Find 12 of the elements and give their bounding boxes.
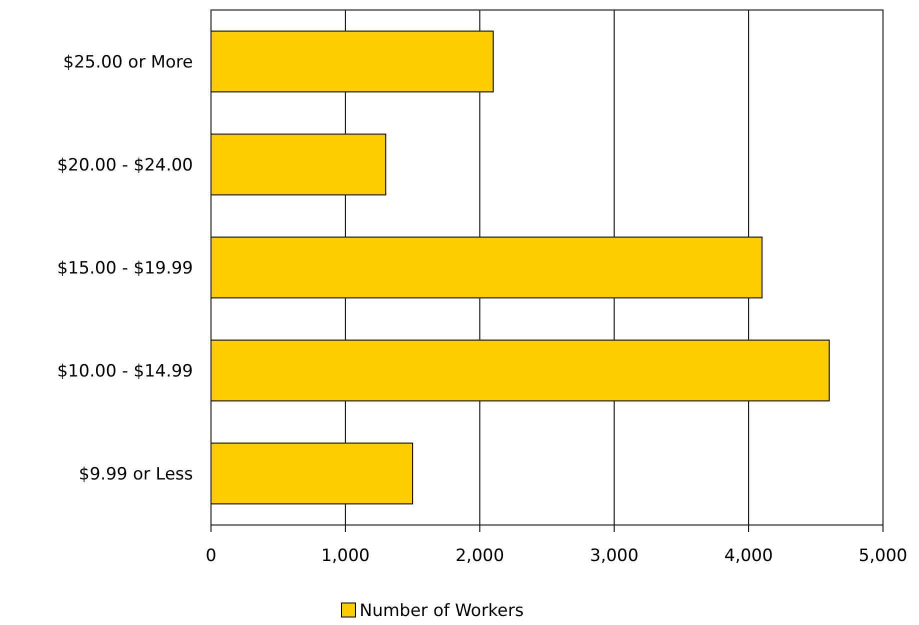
legend-label: Number of Workers <box>360 600 524 621</box>
y-tick-label: $15.00 - $19.99 <box>57 258 193 278</box>
x-tick-label: 4,000 <box>724 546 773 566</box>
y-tick-label: $9.99 or Less <box>78 464 194 484</box>
x-tick-label: 0 <box>206 546 216 566</box>
x-tick-label: 1,000 <box>321 546 370 566</box>
y-tick-label: $20.00 - $24.00 <box>57 155 193 176</box>
x-tick-label: 5,000 <box>858 546 908 566</box>
y-tick-label: $25.00 or More <box>63 52 193 72</box>
x-tick-label: 3,000 <box>590 546 639 566</box>
y-tick-label: $10.00 - $14.99 <box>57 361 193 382</box>
x-tick-label: 2,000 <box>455 546 504 566</box>
